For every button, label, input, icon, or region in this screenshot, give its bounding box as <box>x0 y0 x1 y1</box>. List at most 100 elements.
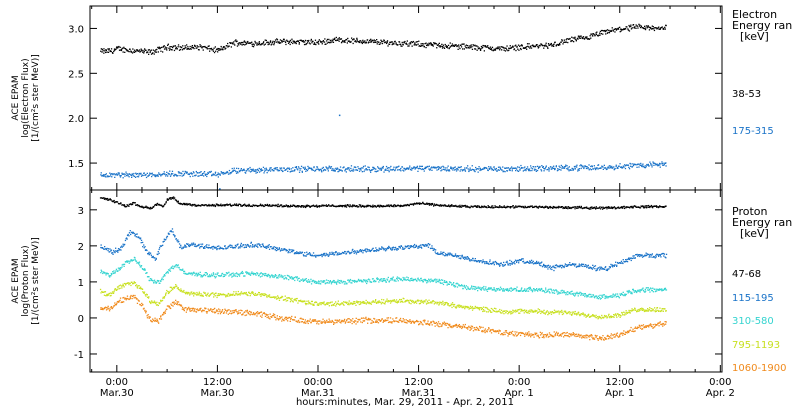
data-point <box>414 42 416 44</box>
data-point <box>257 205 259 207</box>
data-point <box>135 260 137 262</box>
data-point <box>297 206 299 208</box>
data-point <box>420 165 422 168</box>
data-point <box>541 43 543 46</box>
data-point <box>526 288 528 290</box>
data-point <box>160 204 163 206</box>
data-point <box>149 278 152 280</box>
data-point <box>578 37 581 39</box>
data-point <box>600 33 602 35</box>
data-point <box>364 165 366 167</box>
data-point <box>501 169 503 171</box>
data-point <box>513 288 515 291</box>
data-point <box>440 282 442 284</box>
data-point <box>635 164 637 166</box>
data-point <box>283 248 285 250</box>
data-point <box>375 205 377 207</box>
data-point <box>559 168 561 171</box>
data-point <box>204 204 206 206</box>
data-point <box>460 206 463 208</box>
data-point <box>499 262 502 264</box>
data-point <box>582 37 584 39</box>
data-point <box>498 46 500 48</box>
data-point <box>569 292 571 294</box>
data-point <box>276 276 278 279</box>
data-point <box>655 254 657 256</box>
data-point <box>166 171 168 173</box>
data-point <box>653 29 656 32</box>
data-point <box>120 175 122 177</box>
data-point <box>600 208 602 210</box>
data-point <box>583 293 585 295</box>
data-point <box>468 288 470 290</box>
data-point <box>191 173 193 175</box>
data-point <box>419 45 421 47</box>
data-point <box>566 168 568 170</box>
data-point <box>475 169 477 171</box>
data-point <box>644 206 646 208</box>
data-point <box>370 281 373 283</box>
data-point <box>203 172 205 174</box>
data-point <box>209 274 211 276</box>
data-point <box>263 44 265 46</box>
data-point <box>415 166 418 168</box>
data-point <box>170 174 172 176</box>
data-point <box>138 263 140 265</box>
data-point <box>233 169 235 171</box>
data-point <box>583 265 586 267</box>
data-point <box>431 203 434 206</box>
data-point <box>480 260 482 262</box>
data-point <box>458 206 460 208</box>
data-point <box>539 165 541 168</box>
data-point <box>522 261 524 263</box>
data-point <box>650 287 652 290</box>
data-point <box>154 175 156 177</box>
data-point <box>177 200 179 202</box>
data-point <box>387 45 389 47</box>
data-point <box>604 266 606 269</box>
data-point <box>630 24 632 26</box>
data-point <box>555 165 557 167</box>
data-point <box>133 202 135 204</box>
data-point <box>182 45 184 47</box>
data-point <box>453 282 455 284</box>
data-point <box>510 167 512 169</box>
data-point <box>313 166 315 169</box>
data-point <box>219 188 221 190</box>
data-point <box>209 50 211 52</box>
data-point <box>219 173 221 175</box>
data-point <box>282 40 285 42</box>
data-point <box>192 175 194 177</box>
data-point <box>296 279 299 281</box>
data-point <box>430 44 432 46</box>
data-point <box>224 274 226 276</box>
data-point <box>429 168 431 170</box>
data-point <box>289 171 291 173</box>
data-point <box>567 41 569 44</box>
data-point <box>214 171 217 173</box>
data-point <box>257 169 260 172</box>
data-point <box>573 263 575 265</box>
data-point <box>134 235 136 237</box>
data-point <box>640 255 642 257</box>
data-point <box>200 174 202 176</box>
data-point <box>449 42 451 44</box>
data-point <box>440 251 442 253</box>
data-point <box>260 272 262 274</box>
data-point <box>216 274 218 276</box>
data-point <box>348 169 350 171</box>
data-point <box>232 275 234 277</box>
data-point <box>638 166 640 168</box>
data-point <box>316 41 318 44</box>
data-point <box>322 170 325 172</box>
data-point <box>581 263 583 265</box>
data-point <box>307 204 310 207</box>
data-point <box>521 206 523 208</box>
data-point <box>375 280 377 282</box>
data-point <box>332 281 334 283</box>
data-point <box>478 166 480 168</box>
data-point <box>547 47 549 49</box>
data-point <box>234 40 236 42</box>
data-point <box>610 30 613 32</box>
data-point <box>421 168 424 170</box>
